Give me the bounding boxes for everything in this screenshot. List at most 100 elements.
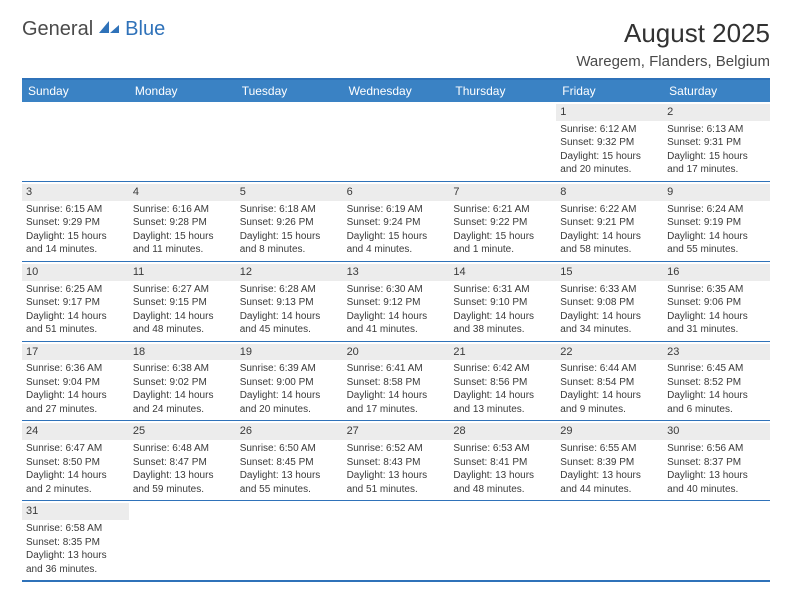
day-number: 24 bbox=[22, 423, 129, 440]
daylight-text: Daylight: 14 hours bbox=[560, 230, 659, 244]
daylight-text: Daylight: 13 hours bbox=[560, 469, 659, 483]
sunrise-text: Sunrise: 6:53 AM bbox=[453, 442, 552, 456]
daylight-text: and 2 minutes. bbox=[26, 483, 125, 497]
day-cell: 12Sunrise: 6:28 AMSunset: 9:13 PMDayligh… bbox=[236, 262, 343, 341]
sunset-text: Sunset: 8:43 PM bbox=[347, 456, 446, 470]
day-number: 20 bbox=[343, 344, 450, 361]
day-number: 9 bbox=[663, 184, 770, 201]
sunset-text: Sunset: 9:28 PM bbox=[133, 216, 232, 230]
daylight-text: Daylight: 14 hours bbox=[26, 389, 125, 403]
daylight-text: Daylight: 13 hours bbox=[133, 469, 232, 483]
day-number: 23 bbox=[663, 344, 770, 361]
sunset-text: Sunset: 9:26 PM bbox=[240, 216, 339, 230]
day-cell: 8Sunrise: 6:22 AMSunset: 9:21 PMDaylight… bbox=[556, 182, 663, 261]
daylight-text: Daylight: 14 hours bbox=[667, 230, 766, 244]
sunrise-text: Sunrise: 6:38 AM bbox=[133, 362, 232, 376]
sunset-text: Sunset: 9:02 PM bbox=[133, 376, 232, 390]
daylight-text: and 17 minutes. bbox=[667, 163, 766, 177]
daylight-text: Daylight: 14 hours bbox=[26, 310, 125, 324]
sunset-text: Sunset: 8:52 PM bbox=[667, 376, 766, 390]
day-cell: . bbox=[236, 102, 343, 181]
sunrise-text: Sunrise: 6:41 AM bbox=[347, 362, 446, 376]
day-number: 16 bbox=[663, 264, 770, 281]
week-row: 17Sunrise: 6:36 AMSunset: 9:04 PMDayligh… bbox=[22, 342, 770, 422]
daylight-text: Daylight: 13 hours bbox=[667, 469, 766, 483]
day-header: Sunday bbox=[22, 80, 129, 102]
day-number: 2 bbox=[663, 104, 770, 121]
day-number: 3 bbox=[22, 184, 129, 201]
title-block: August 2025 Waregem, Flanders, Belgium bbox=[576, 18, 770, 70]
daylight-text: and 27 minutes. bbox=[26, 403, 125, 417]
day-number: 1 bbox=[556, 104, 663, 121]
day-cell: . bbox=[343, 102, 450, 181]
sunset-text: Sunset: 8:58 PM bbox=[347, 376, 446, 390]
day-number: 25 bbox=[129, 423, 236, 440]
sunrise-text: Sunrise: 6:25 AM bbox=[26, 283, 125, 297]
day-number: 8 bbox=[556, 184, 663, 201]
daylight-text: Daylight: 15 hours bbox=[240, 230, 339, 244]
sunset-text: Sunset: 9:19 PM bbox=[667, 216, 766, 230]
sail-icon bbox=[97, 19, 121, 35]
sunrise-text: Sunrise: 6:48 AM bbox=[133, 442, 232, 456]
day-cell: 20Sunrise: 6:41 AMSunset: 8:58 PMDayligh… bbox=[343, 342, 450, 421]
day-cell: 19Sunrise: 6:39 AMSunset: 9:00 PMDayligh… bbox=[236, 342, 343, 421]
weeks-container: .....1Sunrise: 6:12 AMSunset: 9:32 PMDay… bbox=[22, 102, 770, 580]
day-cell: . bbox=[22, 102, 129, 181]
daylight-text: and 55 minutes. bbox=[240, 483, 339, 497]
day-cell: 4Sunrise: 6:16 AMSunset: 9:28 PMDaylight… bbox=[129, 182, 236, 261]
sunset-text: Sunset: 9:31 PM bbox=[667, 136, 766, 150]
sunrise-text: Sunrise: 6:50 AM bbox=[240, 442, 339, 456]
sunset-text: Sunset: 9:08 PM bbox=[560, 296, 659, 310]
daylight-text: and 36 minutes. bbox=[26, 563, 125, 577]
sunrise-text: Sunrise: 6:13 AM bbox=[667, 123, 766, 137]
sunset-text: Sunset: 8:45 PM bbox=[240, 456, 339, 470]
sunrise-text: Sunrise: 6:18 AM bbox=[240, 203, 339, 217]
week-row: 31Sunrise: 6:58 AMSunset: 8:35 PMDayligh… bbox=[22, 501, 770, 580]
day-number: 4 bbox=[129, 184, 236, 201]
page-title: August 2025 bbox=[576, 18, 770, 49]
day-cell: 18Sunrise: 6:38 AMSunset: 9:02 PMDayligh… bbox=[129, 342, 236, 421]
daylight-text: Daylight: 15 hours bbox=[453, 230, 552, 244]
daylight-text: Daylight: 14 hours bbox=[240, 310, 339, 324]
sunrise-text: Sunrise: 6:19 AM bbox=[347, 203, 446, 217]
daylight-text: Daylight: 14 hours bbox=[133, 389, 232, 403]
sunset-text: Sunset: 8:37 PM bbox=[667, 456, 766, 470]
day-cell: . bbox=[663, 501, 770, 580]
sunrise-text: Sunrise: 6:21 AM bbox=[453, 203, 552, 217]
daylight-text: and 24 minutes. bbox=[133, 403, 232, 417]
sunset-text: Sunset: 8:47 PM bbox=[133, 456, 232, 470]
day-header: Thursday bbox=[449, 80, 556, 102]
day-number: 27 bbox=[343, 423, 450, 440]
day-number: 13 bbox=[343, 264, 450, 281]
day-number: 12 bbox=[236, 264, 343, 281]
daylight-text: Daylight: 14 hours bbox=[26, 469, 125, 483]
sunset-text: Sunset: 8:35 PM bbox=[26, 536, 125, 550]
sunset-text: Sunset: 9:12 PM bbox=[347, 296, 446, 310]
day-header-row: Sunday Monday Tuesday Wednesday Thursday… bbox=[22, 80, 770, 102]
sunset-text: Sunset: 9:24 PM bbox=[347, 216, 446, 230]
sunset-text: Sunset: 9:21 PM bbox=[560, 216, 659, 230]
day-header: Wednesday bbox=[343, 80, 450, 102]
sunrise-text: Sunrise: 6:44 AM bbox=[560, 362, 659, 376]
sunrise-text: Sunrise: 6:28 AM bbox=[240, 283, 339, 297]
daylight-text: Daylight: 14 hours bbox=[560, 389, 659, 403]
day-number: 26 bbox=[236, 423, 343, 440]
sunrise-text: Sunrise: 6:42 AM bbox=[453, 362, 552, 376]
day-cell: 16Sunrise: 6:35 AMSunset: 9:06 PMDayligh… bbox=[663, 262, 770, 341]
daylight-text: Daylight: 14 hours bbox=[133, 310, 232, 324]
day-cell: . bbox=[449, 102, 556, 181]
sunset-text: Sunset: 9:06 PM bbox=[667, 296, 766, 310]
sunset-text: Sunset: 8:56 PM bbox=[453, 376, 552, 390]
day-number: 6 bbox=[343, 184, 450, 201]
day-header: Friday bbox=[556, 80, 663, 102]
logo-text-blue: Blue bbox=[125, 18, 165, 41]
daylight-text: and 38 minutes. bbox=[453, 323, 552, 337]
day-cell: 21Sunrise: 6:42 AMSunset: 8:56 PMDayligh… bbox=[449, 342, 556, 421]
week-row: .....1Sunrise: 6:12 AMSunset: 9:32 PMDay… bbox=[22, 102, 770, 182]
day-cell: 27Sunrise: 6:52 AMSunset: 8:43 PMDayligh… bbox=[343, 421, 450, 500]
daylight-text: Daylight: 14 hours bbox=[667, 389, 766, 403]
day-number: 31 bbox=[22, 503, 129, 520]
sunrise-text: Sunrise: 6:30 AM bbox=[347, 283, 446, 297]
day-cell: 5Sunrise: 6:18 AMSunset: 9:26 PMDaylight… bbox=[236, 182, 343, 261]
daylight-text: and 41 minutes. bbox=[347, 323, 446, 337]
